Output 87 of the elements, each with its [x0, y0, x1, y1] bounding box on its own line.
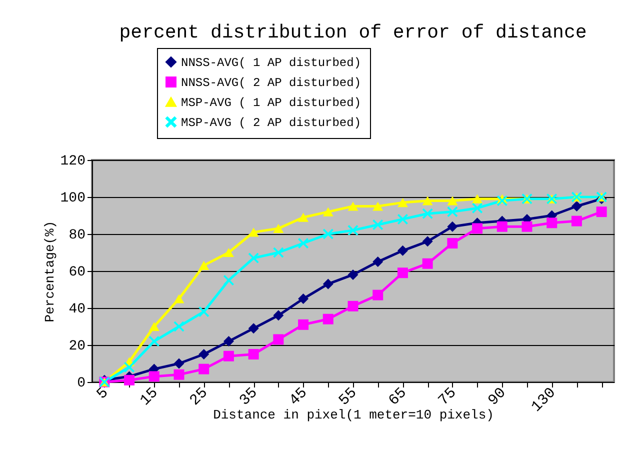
x-tick-label: 90: [484, 384, 510, 410]
point: [174, 294, 184, 304]
point: [198, 306, 210, 317]
point: [298, 212, 309, 222]
point: [397, 245, 408, 256]
point: [198, 349, 210, 360]
point: [174, 358, 184, 369]
point: [372, 256, 384, 267]
point: [198, 260, 210, 270]
point: [223, 248, 234, 258]
x-tick-label: 65: [386, 384, 410, 410]
y-tick-label: 20: [68, 338, 86, 354]
x-axis-title: Distance in pixel(1 meter=10 pixels): [213, 407, 494, 422]
point: [322, 228, 334, 240]
legend-label: MSP-AVG ( 1 AP disturbed): [181, 96, 362, 110]
point: [348, 269, 358, 280]
point: [148, 336, 160, 347]
point: [422, 196, 433, 206]
point: [198, 364, 210, 374]
point: [248, 252, 259, 264]
x-tick-label: 5: [94, 384, 112, 403]
point: [273, 247, 284, 258]
y-axis-title: Percentage(%): [42, 220, 58, 322]
point: [447, 206, 458, 218]
point: [546, 218, 558, 228]
point: [124, 374, 135, 386]
x-tick-label: 25: [186, 384, 212, 410]
point: [571, 201, 582, 212]
legend-label: NNSS-AVG( 1 AP disturbed): [181, 56, 362, 70]
point: [496, 195, 508, 206]
y-tick-label: 80: [68, 228, 86, 244]
point: [248, 323, 259, 334]
point: [298, 238, 309, 248]
y-tick-label: 40: [68, 302, 86, 318]
point: [397, 268, 408, 278]
point: [422, 208, 433, 219]
point: [248, 228, 259, 237]
point: [322, 207, 334, 216]
y-tick-label: 0: [77, 376, 86, 392]
point: [447, 196, 458, 206]
point: [472, 194, 483, 204]
y-tick-label: 120: [60, 154, 86, 170]
point: [447, 238, 458, 248]
x-tick-label: 35: [236, 384, 262, 410]
point: [174, 369, 184, 380]
point: [174, 321, 184, 332]
point: [148, 322, 160, 332]
point: [447, 221, 458, 232]
point: [372, 290, 384, 300]
point: [298, 294, 309, 304]
point: [596, 206, 607, 218]
point: [372, 220, 384, 230]
y-tick-label: 60: [68, 264, 86, 280]
point: [496, 221, 508, 232]
y-tick-label: 100: [60, 190, 86, 206]
point: [148, 371, 160, 382]
point: [223, 350, 234, 362]
point: [348, 202, 358, 211]
legend-label: MSP-AVG ( 2 AP disturbed): [181, 116, 362, 130]
point: [522, 221, 532, 232]
point: [298, 319, 309, 330]
point: [273, 224, 284, 233]
point: [322, 278, 334, 290]
point: [348, 225, 358, 236]
point: [422, 258, 433, 269]
point: [348, 300, 358, 312]
point: [472, 202, 483, 214]
point: [422, 236, 433, 247]
point: [472, 223, 483, 234]
x-tick-label: 130: [528, 384, 560, 416]
x-tick-label: 55: [336, 384, 361, 410]
point: [397, 214, 408, 224]
point: [397, 198, 408, 208]
point: [223, 336, 234, 347]
point: [273, 310, 284, 321]
point: [322, 314, 334, 324]
x-tick-label: 45: [286, 384, 311, 410]
point: [372, 202, 384, 211]
chart-title: percent distribution of error of distance: [119, 22, 587, 44]
point: [571, 216, 582, 226]
point: [273, 334, 284, 345]
legend-label: NNSS-AVG( 2 AP disturbed): [181, 76, 362, 90]
point: [124, 362, 135, 372]
point: [223, 275, 234, 286]
x-tick-label: 75: [435, 384, 460, 410]
point: [248, 349, 259, 360]
x-tick-label: 15: [136, 384, 162, 410]
